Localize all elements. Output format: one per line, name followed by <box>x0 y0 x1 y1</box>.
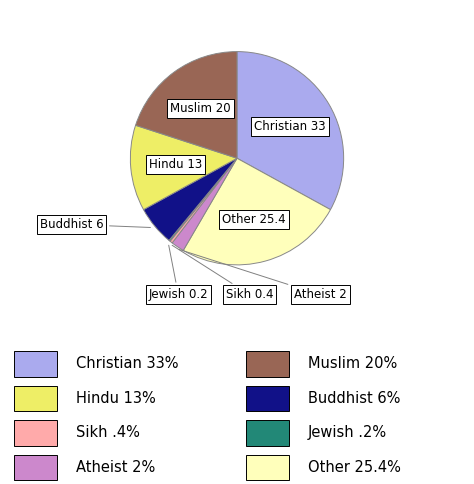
Wedge shape <box>130 125 237 210</box>
Text: Hindu 13%: Hindu 13% <box>76 391 155 406</box>
FancyBboxPatch shape <box>14 420 57 446</box>
Text: Christian 33%: Christian 33% <box>76 357 178 371</box>
Text: Muslim 20: Muslim 20 <box>170 102 231 115</box>
Text: Buddhist 6%: Buddhist 6% <box>308 391 401 406</box>
Text: Atheist 2%: Atheist 2% <box>76 460 155 475</box>
FancyBboxPatch shape <box>14 386 57 411</box>
Text: Sikh 0.4: Sikh 0.4 <box>172 245 273 301</box>
FancyBboxPatch shape <box>246 455 289 480</box>
Wedge shape <box>136 52 237 158</box>
FancyBboxPatch shape <box>14 455 57 480</box>
FancyBboxPatch shape <box>14 351 57 377</box>
Wedge shape <box>183 158 330 265</box>
Text: Sikh .4%: Sikh .4% <box>76 425 140 440</box>
Wedge shape <box>144 158 237 241</box>
Text: Other 25.4: Other 25.4 <box>222 213 286 227</box>
Text: Jewish 0.2: Jewish 0.2 <box>148 245 208 301</box>
Text: Other 25.4%: Other 25.4% <box>308 460 401 475</box>
FancyBboxPatch shape <box>246 351 289 377</box>
Wedge shape <box>172 158 237 250</box>
Text: Jewish .2%: Jewish .2% <box>308 425 387 440</box>
Text: Christian 33: Christian 33 <box>255 120 326 133</box>
Text: Hindu 13: Hindu 13 <box>149 158 202 170</box>
Wedge shape <box>169 158 237 241</box>
Text: Atheist 2: Atheist 2 <box>179 249 346 301</box>
Wedge shape <box>237 52 344 210</box>
Text: Buddhist 6: Buddhist 6 <box>40 218 150 231</box>
FancyBboxPatch shape <box>246 386 289 411</box>
FancyBboxPatch shape <box>246 420 289 446</box>
Text: Muslim 20%: Muslim 20% <box>308 357 397 371</box>
Wedge shape <box>170 158 237 243</box>
